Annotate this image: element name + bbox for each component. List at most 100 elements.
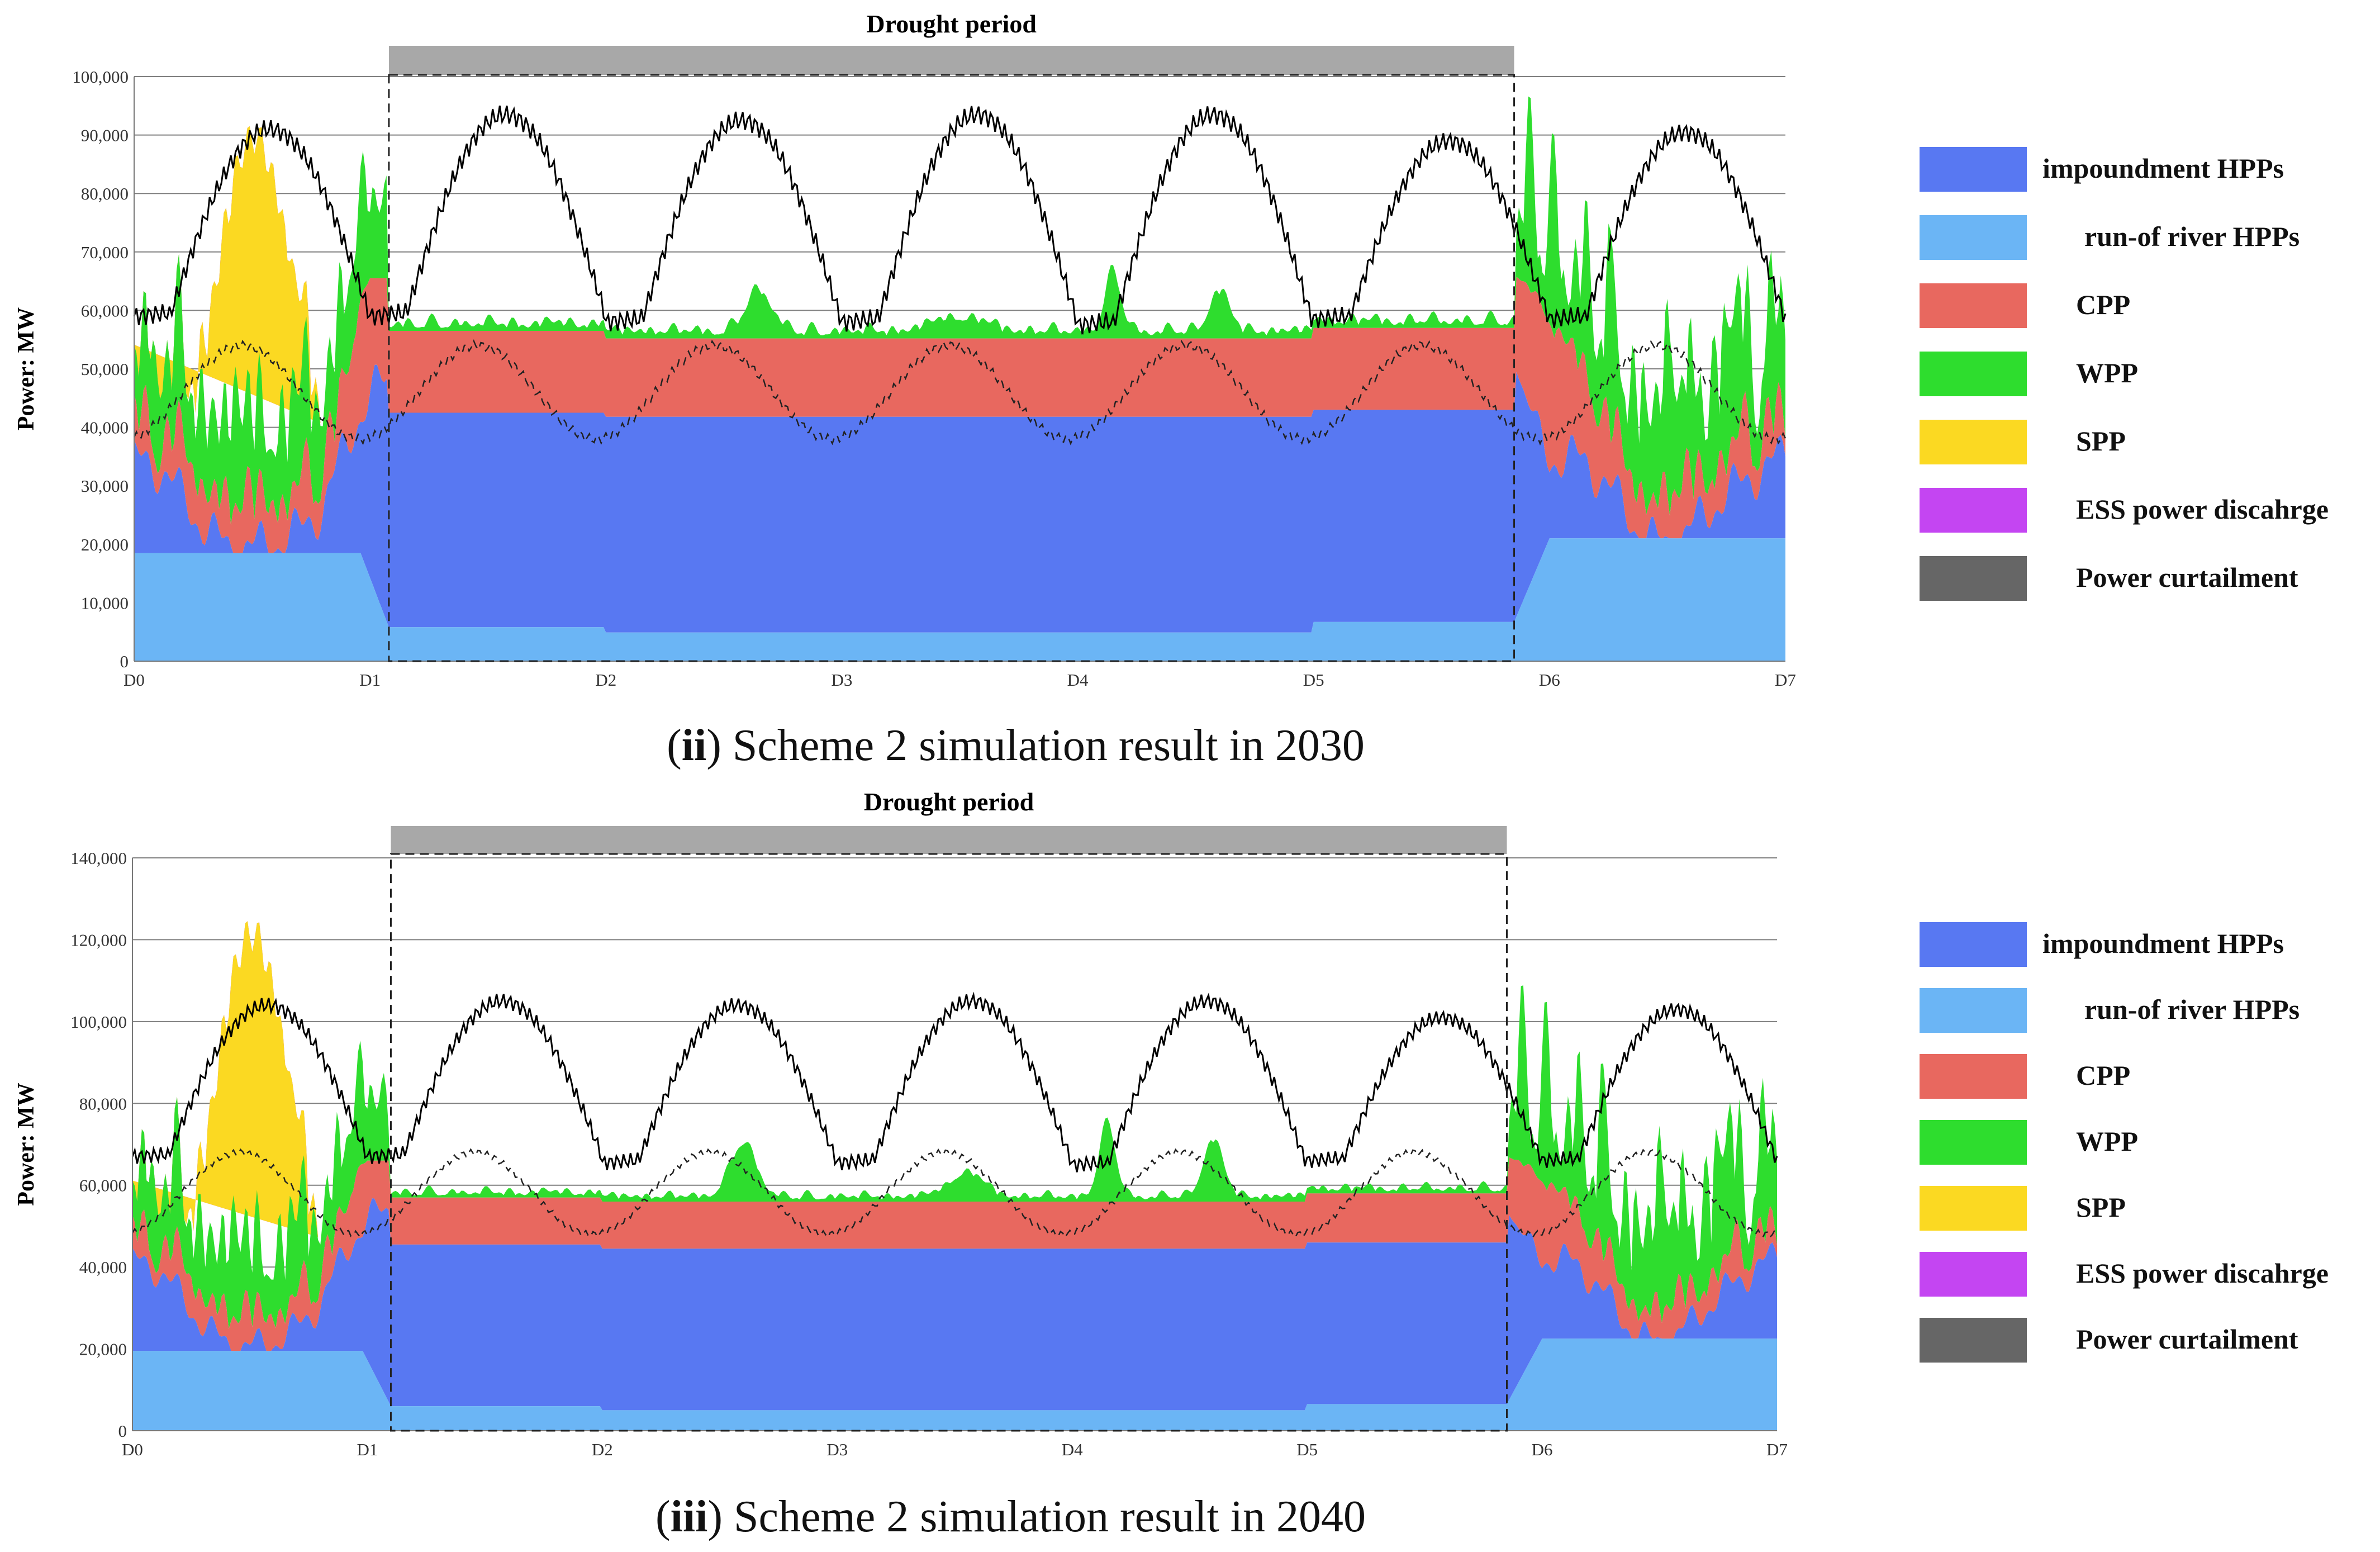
legend-label: run-of river HPPs (2084, 221, 2300, 252)
legend-item: impoundment HPPs (1920, 922, 2284, 967)
legend-swatch (1920, 1186, 2027, 1231)
legend-swatch (1920, 1054, 2027, 1099)
y-tick-labels: 0 20,000 40,000 60,000 80,000 100,000 120,000 1… (70, 848, 127, 1441)
drought-label: Drought period (866, 10, 1037, 38)
legend-label: impoundment HPPs (2042, 928, 2284, 959)
legend-swatch (1920, 488, 2027, 533)
legend-swatch (1920, 283, 2027, 328)
spp-area (132, 921, 319, 1237)
legend-label: ESS power discahrge (2076, 1257, 2329, 1289)
cpp-area (132, 1157, 1777, 1351)
legend-swatch (1920, 988, 2027, 1033)
drought-box (388, 74, 1516, 662)
legend-swatch (1920, 420, 2027, 464)
caption-roman: ii (682, 721, 706, 770)
x-tick-label: D2 (595, 670, 616, 690)
x-tick-label: D4 (1067, 670, 1089, 690)
legend-label: SPP (2076, 425, 2126, 457)
legend-label: WPP (2076, 357, 2138, 388)
x-tick-label: D1 (359, 670, 381, 690)
legend-swatch (1920, 1318, 2027, 1363)
y-tick-label: 70,000 (81, 243, 129, 262)
impoundment-area (132, 1198, 1777, 1411)
y-tick-label: 0 (118, 1421, 127, 1441)
legend-item: WPP (1920, 352, 2138, 396)
legend-item: SPP (1920, 1186, 2126, 1231)
legend-label: CPP (2076, 289, 2130, 320)
y-tick-label: 90,000 (81, 126, 129, 145)
legend-label: impoundment HPPs (2042, 153, 2284, 184)
legend-item: CPP (1920, 1054, 2130, 1099)
x-tick-label: D2 (592, 1440, 613, 1459)
y-tick-label: 40,000 (79, 1257, 127, 1277)
load-line (131, 991, 1778, 1173)
legend-item: SPP (1920, 420, 2126, 464)
dashed-line (131, 1148, 1778, 1239)
y-tick-label: 80,000 (79, 1094, 127, 1113)
legend: impoundment HPPs run-of river HPPs CPP WPP S… (1920, 147, 2329, 601)
caption-prefix: ( (667, 721, 682, 770)
legend-swatch (1920, 922, 2027, 967)
drought-bar (391, 826, 1507, 854)
caption-text: ) Scheme 2 simulation result in 2040 (707, 1492, 1366, 1541)
y-tick-label: 30,000 (81, 476, 129, 496)
x-tick-label: D6 (1532, 1440, 1553, 1459)
dashed-line (133, 339, 1787, 446)
y-tick-label: 40,000 (81, 418, 129, 438)
legend-item: WPP (1920, 1120, 2138, 1165)
legend: impoundment HPPs run-of river HPPs CPP WPP S… (1920, 922, 2329, 1363)
y-tick-label: 120,000 (70, 930, 127, 950)
chart-caption: (ii) Scheme 2 simulation result in 2030 (667, 721, 1365, 770)
legend-item: Power curtailment (1920, 556, 2298, 601)
runofriver-area (134, 538, 1785, 661)
legend-swatch (1920, 352, 2027, 396)
x-tick-label: D0 (123, 670, 145, 690)
legend-label: Power curtailment (2076, 562, 2298, 593)
x-tick-label: D3 (826, 1440, 848, 1459)
x-tick-label: D3 (831, 670, 852, 690)
y-axis-label: Power: MW (13, 1083, 39, 1205)
y-axis-label: Power: MW (13, 307, 39, 430)
x-tick-labels: D0 D1 D2 D3 D4 D5 D6 D7 (123, 670, 1796, 690)
legend-item: ESS power discahrge (1920, 1252, 2329, 1297)
y-tick-label: 100,000 (70, 1012, 127, 1032)
x-tick-label: D5 (1296, 1440, 1318, 1459)
legend-item: run-of river HPPs (1920, 215, 2300, 260)
legend-swatch (1920, 147, 2027, 192)
x-tick-labels: D0 D1 D2 D3 D4 D5 D6 D7 (122, 1440, 1788, 1459)
legend-item: impoundment HPPs (1920, 147, 2284, 192)
wpp-area (132, 985, 1777, 1329)
y-tick-label: 50,000 (81, 359, 129, 379)
x-tick-label: D1 (357, 1440, 378, 1459)
x-tick-label: D5 (1303, 670, 1324, 690)
legend-item: CPP (1920, 283, 2130, 328)
y-tick-label: 0 (120, 652, 129, 671)
y-tick-label: 20,000 (81, 535, 129, 554)
caption-prefix: ( (655, 1492, 671, 1541)
cpp-area (134, 277, 1785, 553)
y-tick-label: 80,000 (81, 184, 129, 203)
legend-item: run-of river HPPs (1920, 988, 2300, 1033)
y-tick-label: 60,000 (81, 301, 129, 320)
legend-label: WPP (2076, 1126, 2138, 1157)
runofriver-area (132, 1339, 1777, 1431)
legend-item: ESS power discahrge (1920, 488, 2329, 533)
chart-panel-2: 0 20,000 40,000 60,000 80,000 100,000 120,000 1… (13, 787, 2329, 1541)
legend-swatch (1920, 1120, 2027, 1165)
caption-roman: iii (671, 1492, 708, 1541)
y-tick-label: 10,000 (81, 593, 129, 613)
x-tick-label: D4 (1062, 1440, 1083, 1459)
drought-box (389, 853, 1508, 1432)
chart-panel-1: 0 10,000 20,000 30,000 40,000 50,000 60,000 70,… (13, 10, 2329, 770)
legend-swatch (1920, 556, 2027, 601)
y-tick-label: 60,000 (79, 1176, 127, 1195)
area-series (134, 96, 1785, 661)
wpp-area (134, 96, 1785, 525)
x-tick-label: D7 (1775, 670, 1796, 690)
legend-swatch (1920, 215, 2027, 260)
legend-label: CPP (2076, 1060, 2130, 1091)
caption-text: ) Scheme 2 simulation result in 2030 (706, 721, 1365, 770)
legend-label: run-of river HPPs (2084, 994, 2300, 1025)
drought-bar (388, 46, 1514, 75)
